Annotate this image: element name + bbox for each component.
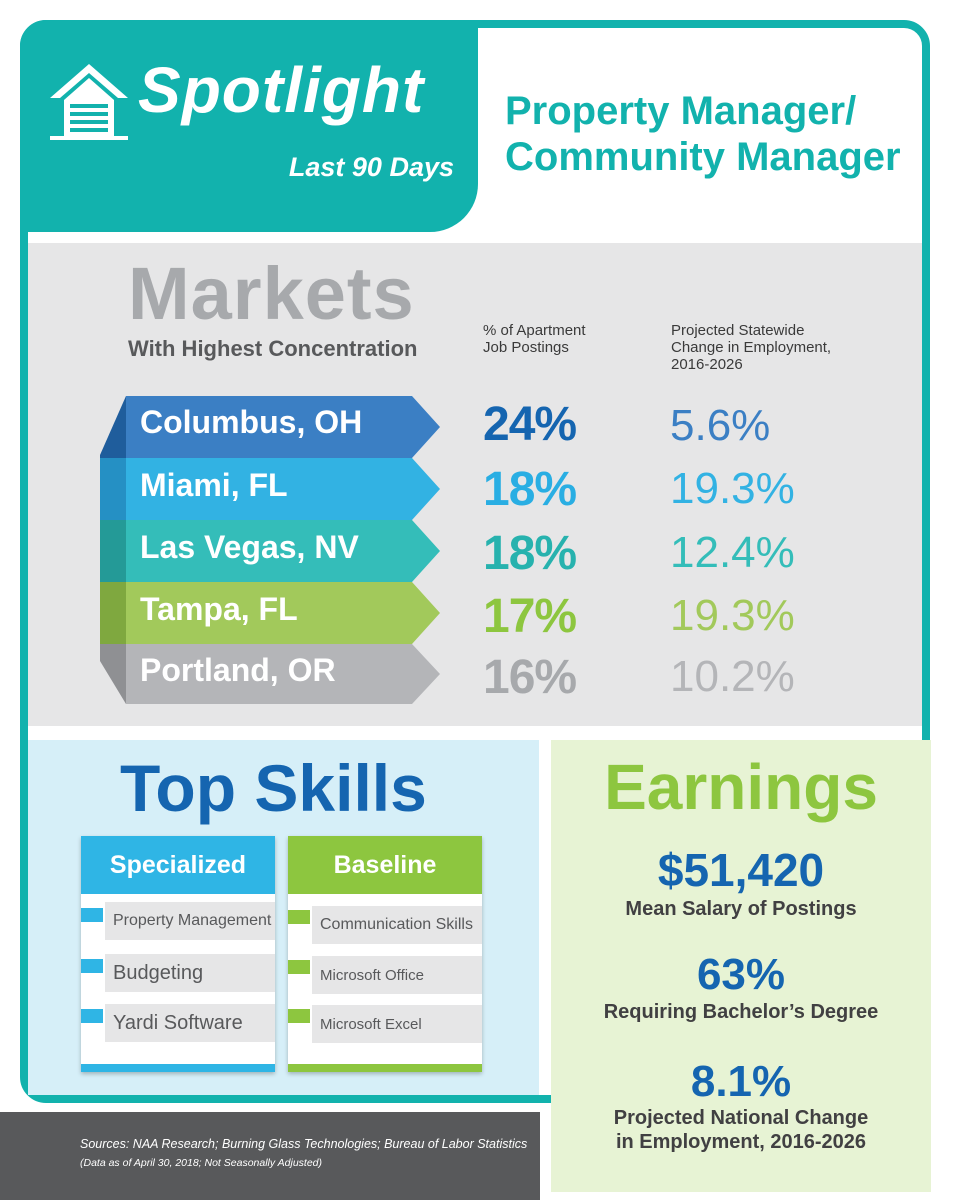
postings-column-header: % of Apartment Job Postings [483, 322, 586, 356]
change-miami: 19.3% [670, 464, 795, 513]
skill-item: Budgeting [105, 954, 275, 992]
baseline-heading: Baseline [288, 836, 482, 894]
arrow-side-4 [100, 582, 126, 644]
degree-value: 63% [696, 950, 786, 999]
city-miami: Miami, FL [140, 467, 288, 503]
arrow-las-vegas [126, 520, 440, 582]
arrow-miami [126, 458, 440, 520]
arrow-side-1 [100, 396, 126, 458]
arrow-tampa [126, 582, 440, 644]
change-header-line: Projected Statewide [671, 322, 805, 339]
national-label-line1: Projected National Change [613, 1107, 869, 1129]
change-tampa: 19.3% [670, 591, 795, 640]
national-change-label: Projected National Change in Employment,… [551, 1106, 931, 1154]
skill-bullet [81, 1009, 103, 1023]
skills-title: Top Skills [120, 751, 427, 825]
skill-item: Yardi Software [105, 1004, 275, 1042]
skill-bullet [288, 960, 310, 974]
arrow-side-3 [100, 520, 126, 582]
pct-miami: 18% [483, 463, 577, 516]
salary-label: Mean Salary of Postings [625, 898, 857, 920]
city-portland: Portland, OR [140, 652, 336, 688]
change-header-line: Change in Employment, [671, 339, 832, 356]
skill-item: Communication Skills [312, 906, 482, 944]
baseline-card: Baseline Communication Skills Microsoft … [288, 836, 482, 1072]
salary-value: $51,420 [657, 844, 825, 896]
specialized-card: Specialized Property Management Budgetin… [81, 836, 275, 1072]
skill-item: Property Management [105, 902, 275, 940]
job-title: Property Manager/ Community Manager [505, 88, 925, 180]
arrow-portland [126, 644, 440, 704]
pct-las-vegas: 18% [483, 527, 577, 580]
skill-bullet [288, 1009, 310, 1023]
period-label: Last 90 Days [288, 152, 454, 182]
card-bottom-bar [81, 1064, 275, 1072]
earnings-title: Earnings [604, 751, 878, 823]
earnings-section [551, 740, 931, 1192]
arrow-columbus [126, 396, 440, 458]
skill-bullet [81, 908, 103, 922]
skill-item: Microsoft Office [312, 956, 482, 994]
sources-note: (Data as of April 30, 2018; Not Seasonal… [80, 1157, 323, 1169]
skill-bullet [81, 959, 103, 973]
markets-title: Markets [128, 252, 415, 335]
sources-panel [0, 1112, 540, 1200]
markets-subtitle: With Highest Concentration [128, 336, 418, 361]
degree-label: Requiring Bachelor’s Degree [603, 1001, 879, 1023]
national-label-line2: in Employment, 2016-2026 [615, 1131, 867, 1153]
postings-header-line: Job Postings [483, 339, 569, 356]
job-title-line2: Community Manager [505, 135, 901, 179]
city-tampa: Tampa, FL [140, 591, 298, 627]
change-las-vegas: 12.4% [670, 528, 795, 577]
spotlight-title: Spotlight [138, 54, 425, 126]
arrow-side-2 [100, 458, 126, 520]
change-header-line: 2016-2026 [671, 356, 743, 373]
national-change-value: 8.1% [690, 1057, 792, 1106]
arrow-side-5 [100, 644, 126, 704]
change-portland: 10.2% [670, 652, 795, 701]
card-bottom-bar [288, 1064, 482, 1072]
city-las-vegas: Las Vegas, NV [140, 529, 359, 565]
specialized-heading: Specialized [81, 836, 275, 894]
change-column-header: Projected Statewide Change in Employment… [671, 322, 831, 373]
change-columbus: 5.6% [670, 401, 771, 450]
skill-bullet [288, 910, 310, 924]
pct-columbus: 24% [483, 398, 577, 451]
pct-tampa: 17% [483, 590, 577, 643]
job-title-line1: Property Manager/ [505, 89, 857, 133]
pct-portland: 16% [483, 651, 577, 704]
city-columbus: Columbus, OH [140, 404, 363, 440]
postings-header-line: % of Apartment [483, 322, 586, 339]
house-logo-icon [50, 64, 128, 140]
skill-item: Microsoft Excel [312, 1005, 482, 1043]
sources-text: Sources: NAA Research; Burning Glass Tec… [80, 1137, 528, 1151]
